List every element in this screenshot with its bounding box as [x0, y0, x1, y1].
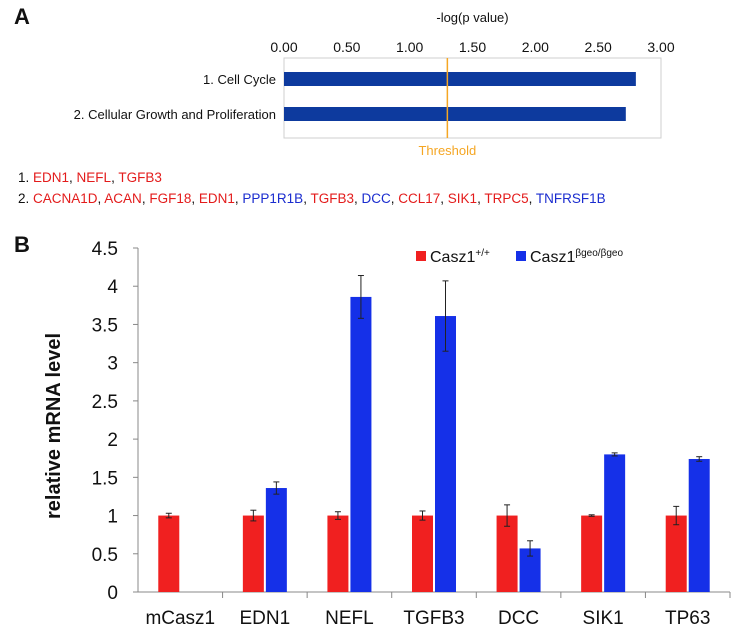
- x-tick-label: mCasz1: [145, 608, 215, 629]
- y-tick-label: 4.5: [92, 239, 118, 260]
- y-tick-label: 4: [107, 277, 118, 298]
- bar-mutant: [350, 296, 372, 592]
- bar-mutant: [519, 548, 541, 592]
- x-tick-label: 1.00: [396, 39, 423, 55]
- plot-frame: [283, 57, 662, 139]
- gene-separator: ,: [141, 191, 150, 206]
- gene-separator: ,: [390, 191, 399, 206]
- bar-mutant: [435, 316, 456, 592]
- y-tick-label: 0: [107, 583, 118, 604]
- bar-mutant: [604, 454, 626, 592]
- gene-name: NEFL: [76, 170, 112, 185]
- gene-list-1: 1. EDN1, NEFL, TGFB3: [18, 170, 162, 185]
- y-tick-label: 0.5: [92, 545, 118, 566]
- x-tick-label: 1.50: [459, 39, 486, 55]
- bar-wildtype: [665, 515, 687, 592]
- bar-wildtype: [412, 515, 433, 592]
- y-tick-label: 3.5: [92, 315, 118, 336]
- x-tick-label: 2.00: [522, 39, 549, 55]
- gene-name: EDN1: [33, 170, 70, 185]
- x-tick-label: 0.00: [270, 39, 297, 55]
- gene-name: ACAN: [104, 191, 142, 206]
- threshold-label: Threshold: [418, 143, 476, 158]
- gene-name: CCL17: [398, 191, 441, 206]
- gene-name: TRPC5: [484, 191, 529, 206]
- gene-separator: ,: [440, 191, 448, 206]
- y-axis-label: relative mRNA level: [43, 333, 65, 519]
- legend-label: Casz1+/+: [430, 248, 490, 266]
- gene-name: EDN1: [198, 191, 235, 206]
- gene-separator: ,: [303, 191, 311, 206]
- category-label: 2. Cellular Growth and Proliferation: [74, 107, 276, 122]
- bar-mutant: [265, 488, 287, 592]
- pathway-bar: [284, 72, 636, 86]
- gene-separator: ,: [97, 191, 105, 206]
- x-tick-label: TGFB3: [403, 608, 464, 629]
- gene-list-index: 2.: [18, 191, 34, 206]
- gene-name: CACNA1D: [33, 191, 98, 206]
- x-tick-label: 0.50: [333, 39, 360, 55]
- gene-separator: ,: [69, 170, 77, 185]
- y-tick-label: 2.5: [92, 392, 118, 413]
- legend-series-superscript: βgeo/βgeo: [575, 248, 623, 259]
- gene-separator: ,: [191, 191, 199, 206]
- gene-separator: ,: [234, 191, 243, 206]
- y-tick-label: 1: [107, 507, 118, 528]
- y-tick-label: 1.5: [92, 468, 118, 489]
- x-tick-label: DCC: [498, 608, 539, 629]
- gene-separator: ,: [477, 191, 485, 206]
- bar-mutant: [688, 458, 710, 592]
- gene-separator: ,: [111, 170, 119, 185]
- panel-label-a: A: [14, 4, 30, 29]
- legend-series-superscript: +/+: [475, 248, 490, 259]
- x-tick-label: NEFL: [325, 608, 374, 629]
- y-tick-label: 2: [107, 430, 118, 451]
- gene-name: TGFB3: [310, 191, 354, 206]
- x-tick-label: EDN1: [240, 608, 291, 629]
- gene-name: SIK1: [447, 191, 478, 206]
- gene-separator: ,: [353, 191, 362, 206]
- chart-a-title: -log(p value): [436, 10, 508, 25]
- category-label: 1. Cell Cycle: [203, 72, 276, 87]
- bar-wildtype: [581, 515, 603, 592]
- pathway-bar: [284, 107, 626, 121]
- gene-list-index: 1.: [18, 170, 34, 185]
- bar-wildtype: [327, 515, 349, 592]
- bar-wildtype: [242, 515, 264, 592]
- legend-series-name: Casz1: [430, 249, 475, 266]
- gene-name: TNFRSF1B: [535, 191, 606, 206]
- x-tick-label: SIK1: [583, 608, 624, 629]
- y-tick-label: 3: [107, 354, 118, 375]
- gene-list-2: 2. CACNA1D, ACAN, FGF18, EDN1, PPP1R1B, …: [18, 191, 606, 206]
- legend-swatch: [516, 251, 526, 261]
- legend-label: Casz1βgeo/βgeo: [530, 248, 623, 266]
- gene-name: PPP1R1B: [242, 191, 304, 206]
- bar-wildtype: [496, 515, 518, 592]
- x-tick-label: TP63: [665, 608, 710, 629]
- gene-name: DCC: [361, 191, 391, 206]
- bar-wildtype: [158, 515, 180, 592]
- gene-name: TGFB3: [118, 170, 162, 185]
- pathway-bar-chart: -log(p value) 0.00 0.50 1.00 1.50 2.00 2.50 3.0…: [74, 10, 675, 158]
- gene-name: FGF18: [149, 191, 192, 206]
- gene-separator: ,: [528, 191, 536, 206]
- x-tick-label: 3.00: [647, 39, 674, 55]
- panel-label-b: B: [14, 232, 30, 257]
- x-tick-label: 2.50: [585, 39, 612, 55]
- legend-series-name: Casz1: [530, 249, 575, 266]
- legend-swatch: [416, 251, 426, 261]
